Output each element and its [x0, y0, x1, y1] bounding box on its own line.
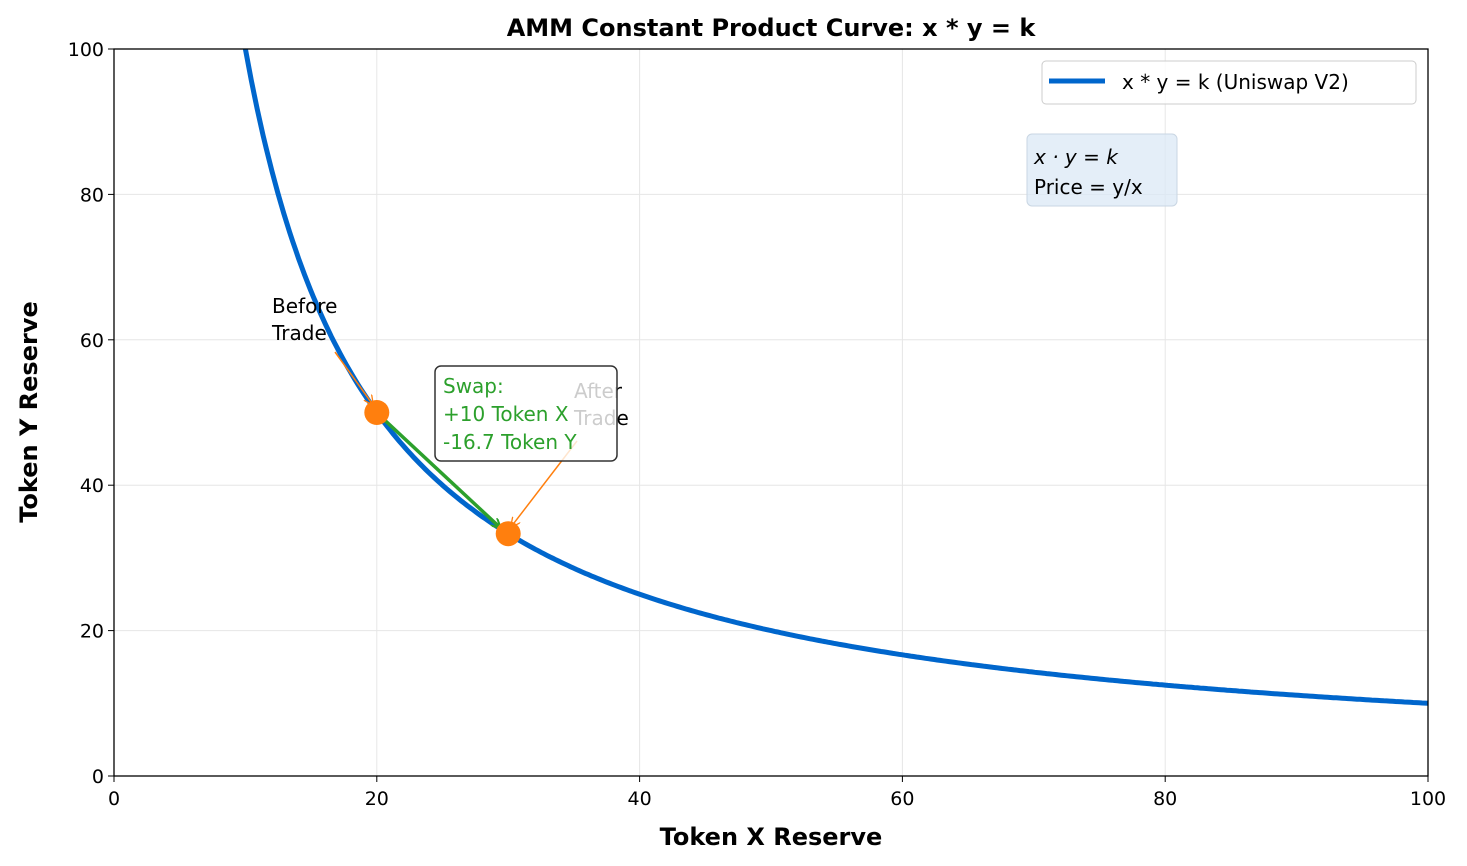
- before-trade-label: Trade: [271, 321, 327, 345]
- x-tick-label: 80: [1153, 788, 1177, 810]
- swap-label: -16.7 Token Y: [443, 430, 577, 454]
- swap-label: +10 Token X: [443, 402, 569, 426]
- formula-line: x · y = k: [1033, 145, 1119, 169]
- trade-point-marker: [495, 521, 521, 547]
- swap-box: [434, 365, 618, 462]
- before-trade-label: Before: [272, 294, 337, 318]
- y-axis-label: Token Y Reserve: [15, 301, 43, 523]
- y-tick-label: 80: [80, 184, 104, 206]
- grid: [113, 48, 1429, 777]
- ticks: 0 20 40 60 80 100 0 20 40 60 80 100: [68, 39, 1446, 810]
- curve-line: [242, 48, 1429, 706]
- plot-area: [242, 48, 1429, 706]
- x-tick-label: 100: [1410, 788, 1446, 810]
- y-tick-label: 60: [80, 330, 104, 352]
- x-tick-label: 20: [365, 788, 389, 810]
- x-axis-label: Token X Reserve: [660, 823, 883, 851]
- x-tick-label: 40: [628, 788, 652, 810]
- legend: x * y = k (Uniswap V2): [1041, 60, 1417, 105]
- legend-label: x * y = k (Uniswap V2): [1122, 70, 1349, 94]
- y-tick-label: 20: [80, 621, 104, 643]
- trade-point-marker: [364, 400, 390, 425]
- formula-box: x · y = k Price = y/x: [1026, 133, 1178, 207]
- y-tick-label: 0: [92, 766, 104, 788]
- x-tick-label: 0: [108, 788, 120, 810]
- price-line: Price = y/x: [1034, 175, 1143, 199]
- swap-label: Swap:: [443, 374, 504, 398]
- swap-arrow: [379, 415, 500, 528]
- y-tick-label: 40: [80, 475, 104, 497]
- before-trade-arrow: [334, 351, 373, 405]
- y-tick-label: 100: [68, 39, 104, 61]
- axes-frame: [113, 48, 1429, 777]
- x-tick-label: 60: [890, 788, 914, 810]
- chart-title: AMM Constant Product Curve: x * y = k: [507, 14, 1037, 42]
